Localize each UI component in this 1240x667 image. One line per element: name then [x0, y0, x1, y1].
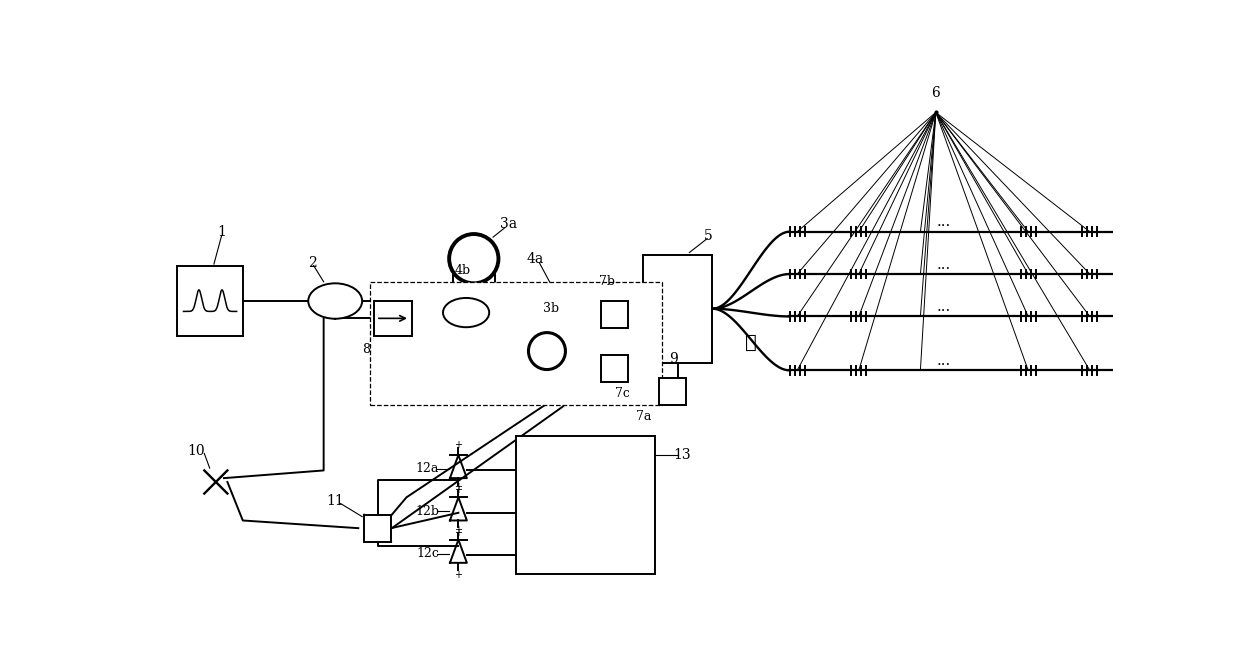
Text: ...: ...	[936, 215, 951, 229]
Text: 7c: 7c	[615, 387, 630, 400]
Text: 4b: 4b	[454, 263, 470, 277]
Text: ...: ...	[936, 300, 951, 314]
Ellipse shape	[309, 283, 362, 319]
Ellipse shape	[443, 298, 490, 327]
Text: 2: 2	[308, 255, 316, 269]
Text: 5: 5	[704, 229, 713, 243]
Text: 13: 13	[673, 448, 691, 462]
Bar	[658, 378, 686, 405]
Text: 12b: 12b	[415, 505, 440, 518]
Text: 9: 9	[670, 352, 678, 366]
Bar	[601, 355, 627, 382]
Bar	[373, 301, 412, 336]
Text: +: +	[454, 440, 463, 450]
Circle shape	[528, 333, 565, 370]
Text: +: +	[454, 486, 463, 496]
Bar	[516, 436, 655, 574]
Text: +: +	[454, 525, 463, 535]
Circle shape	[449, 234, 498, 283]
Text: 3b: 3b	[543, 302, 559, 315]
Text: 4a: 4a	[527, 251, 544, 265]
Text: +: +	[454, 482, 463, 492]
Text: 10: 10	[187, 444, 206, 458]
Text: +: +	[454, 528, 463, 538]
Bar	[370, 281, 662, 405]
Text: 3a: 3a	[500, 217, 517, 231]
Bar	[601, 301, 627, 328]
Bar	[365, 515, 391, 542]
Text: 12a: 12a	[415, 462, 439, 476]
Bar	[177, 266, 243, 336]
Text: 12c: 12c	[417, 547, 439, 560]
Text: 7b: 7b	[599, 275, 615, 288]
Text: ⋮: ⋮	[745, 334, 756, 352]
Bar	[644, 255, 713, 363]
Text: ...: ...	[936, 258, 951, 272]
Text: 7a: 7a	[636, 410, 651, 423]
Text: 6: 6	[931, 86, 940, 100]
Text: ...: ...	[936, 354, 951, 368]
Ellipse shape	[543, 285, 589, 316]
Text: 1: 1	[217, 225, 226, 239]
Text: +: +	[454, 570, 463, 580]
Text: 8: 8	[362, 343, 370, 356]
Text: 11: 11	[326, 494, 343, 508]
